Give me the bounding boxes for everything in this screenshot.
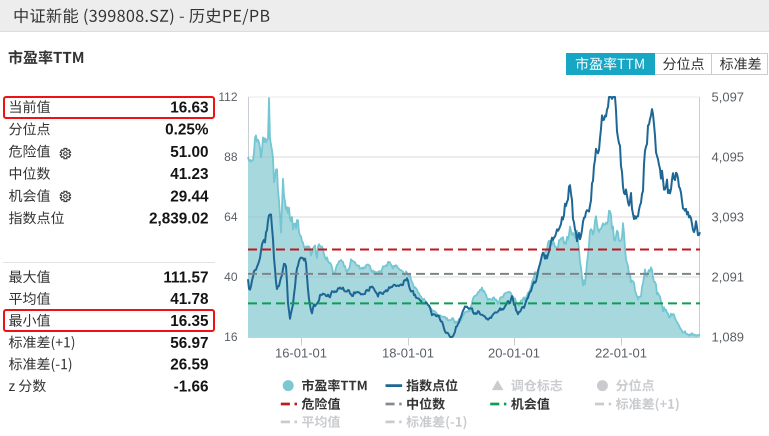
svg-text:1,089: 1,089 [712,330,745,345]
svg-text:22-01-01: 22-01-01 [595,345,647,360]
svg-text:29.44: 29.44 [170,188,209,205]
svg-text:64: 64 [224,210,238,224]
svg-text:41.23: 41.23 [170,166,208,183]
svg-text:88: 88 [224,150,238,164]
svg-text:41.78: 41.78 [170,291,209,308]
svg-text:56.97: 56.97 [170,335,208,352]
svg-text:112: 112 [218,90,237,104]
svg-text:18-01-01: 18-01-01 [382,345,434,360]
svg-text:16: 16 [224,330,238,344]
svg-text:3,093: 3,093 [712,210,745,225]
svg-text:16.63: 16.63 [170,100,208,117]
svg-text:26.59: 26.59 [170,357,208,374]
svg-text:20-01-01: 20-01-01 [488,345,540,360]
svg-text:0.25%: 0.25% [165,122,209,139]
svg-text:-1.66: -1.66 [174,378,209,395]
svg-text:16-01-01: 16-01-01 [275,345,327,360]
svg-text:2,091: 2,091 [712,270,745,285]
svg-text:16.35: 16.35 [170,313,209,330]
svg-text:40: 40 [224,270,238,284]
svg-text:5,097: 5,097 [712,90,745,105]
svg-text:2,839.02: 2,839.02 [149,211,209,228]
svg-text:111.57: 111.57 [163,269,208,286]
svg-text:4,095: 4,095 [712,150,745,165]
svg-text:51.00: 51.00 [170,144,208,161]
